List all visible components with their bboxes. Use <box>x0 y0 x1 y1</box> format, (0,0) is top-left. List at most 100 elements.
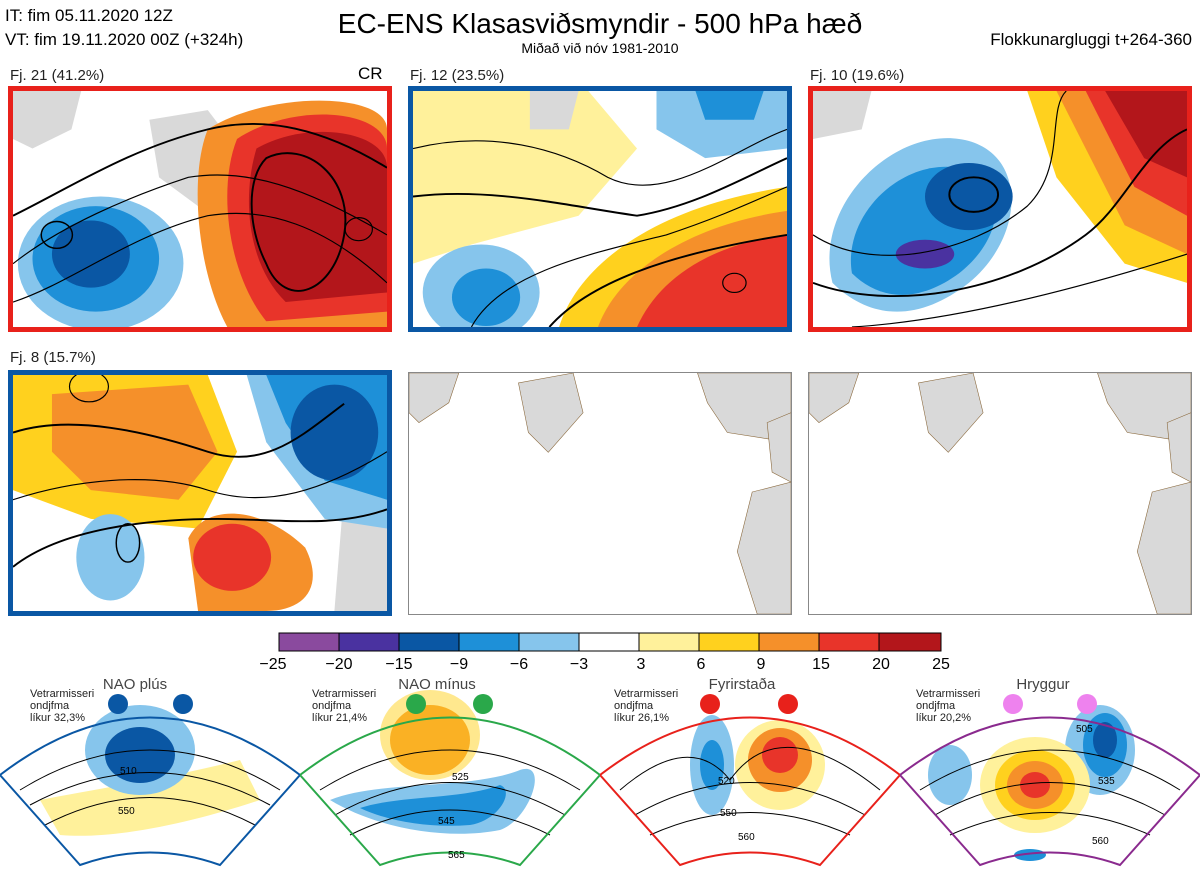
height-contour <box>319 749 581 791</box>
anomaly-negative <box>105 727 175 783</box>
anomaly-negative <box>290 384 379 481</box>
anomaly-positive <box>248 131 387 303</box>
height-contour <box>634 782 866 816</box>
colorbar-tick-label: −9 <box>449 656 469 673</box>
land-shape <box>736 481 791 614</box>
colorbar-swatch <box>758 632 820 652</box>
classification-window: Flokkunargluggi t+264-360 <box>990 30 1192 49</box>
regime-dot <box>778 694 798 714</box>
land-shape <box>766 412 791 483</box>
anomaly-negative <box>451 268 521 327</box>
contour-label: 545 <box>438 816 455 827</box>
colorbar-tick-label: 6 <box>696 656 706 673</box>
contour-label: 505 <box>1076 724 1093 735</box>
height-contour <box>334 782 566 816</box>
anomaly-negative <box>1093 722 1117 758</box>
contour-label: 525 <box>452 772 469 783</box>
height-contour <box>948 176 1000 213</box>
regime-note-line: Vetrarmisseri <box>916 688 981 700</box>
regime-dot <box>1003 694 1023 714</box>
colorbar-tick-label: −20 <box>325 656 353 673</box>
land-shape <box>813 91 872 139</box>
colorbar-swatch <box>638 632 700 652</box>
height-contour <box>919 749 1181 791</box>
regime-map-nao-plus: 510 550 <box>0 694 300 867</box>
regime-map-blocking: 520 550 560 <box>600 694 900 867</box>
initial-time: IT: fim 05.11.2020 12Z <box>5 6 173 25</box>
height-contour <box>619 747 881 791</box>
height-contour <box>344 217 373 242</box>
colorbar-swatch <box>698 632 760 652</box>
colorbar-tick-label: 9 <box>756 656 766 673</box>
regime-note-line: ondjfma <box>312 700 352 712</box>
regime-fan-outline <box>300 716 600 867</box>
regime-dot <box>473 694 493 714</box>
regime-note-nao-plus: Vetrarmisseri ondjfma líkur 32,3% <box>30 688 94 724</box>
land-shape <box>1136 481 1191 614</box>
cluster-map-4 <box>8 370 392 616</box>
base-map-6 <box>809 373 1191 614</box>
regime-map-ridge: 505 535 560 <box>900 694 1200 867</box>
land-shape <box>918 373 984 453</box>
regime-dot <box>1077 694 1097 714</box>
height-contour <box>649 812 851 836</box>
anomaly-positive <box>413 91 638 264</box>
regime-note-line: ondjfma <box>30 700 70 712</box>
colorbar <box>278 632 942 652</box>
valid-time: VT: fim 19.11.2020 00Z (+324h) <box>5 30 244 49</box>
colorbar-tick-label: 3 <box>636 656 646 673</box>
colorbar-tick-label: −3 <box>569 656 589 673</box>
regime-title-blocking: Fyrirstaða <box>708 676 776 693</box>
anomaly-positive <box>762 737 798 773</box>
regime-note-line: ondjfma <box>614 700 654 712</box>
colorbar-swatch <box>278 632 340 652</box>
anomaly-negative <box>695 91 764 120</box>
height-contour <box>115 522 141 563</box>
height-contour <box>813 128 1187 297</box>
colorbar-swatch <box>818 632 880 652</box>
regime-note-line: líkur 26,1% <box>614 712 670 724</box>
height-contour <box>470 186 787 327</box>
regime-note-line: Vetrarmisseri <box>312 688 377 700</box>
anomaly-map-3 <box>813 91 1187 327</box>
colorbar-tick-label: 20 <box>872 656 890 673</box>
anomaly-negative <box>76 514 145 601</box>
colorbar-tick-label: −15 <box>385 656 413 673</box>
contour-label: 550 <box>720 808 737 819</box>
regime-title-nao-plus: NAO plús <box>102 676 168 693</box>
colorbar-tick-label: 25 <box>932 656 950 673</box>
land-shape <box>409 373 460 423</box>
height-contour <box>813 91 1067 256</box>
height-contour <box>40 220 74 250</box>
panel-4-label: Fj. 8 (15.7%) <box>10 349 96 366</box>
contour-label: 565 <box>448 850 465 861</box>
anomaly-positive <box>1105 91 1187 178</box>
regime-note-line: líkur 20,2% <box>916 712 972 724</box>
colorbar-tick-label: −25 <box>259 656 287 673</box>
colorbar-swatch <box>338 632 400 652</box>
anomaly-negative <box>700 740 724 790</box>
anomaly-map-1 <box>13 91 387 327</box>
cluster-map-1 <box>8 86 392 332</box>
height-contour <box>722 272 747 294</box>
contour-label: 535 <box>1098 776 1115 787</box>
colorbar-tick-label: −6 <box>509 656 529 673</box>
header-info: IT: fim 05.11.2020 12Z VT: fim 19.11.202… <box>5 4 243 52</box>
regime-dot <box>173 694 193 714</box>
regime-note-line: líkur 32,3% <box>30 712 86 724</box>
anomaly-negative <box>895 239 955 269</box>
height-contour <box>13 212 387 303</box>
regime-fan-outline <box>0 716 300 867</box>
regime-title-nao-minus: NAO mínus <box>398 676 476 693</box>
land-shape <box>518 373 584 453</box>
height-contour <box>934 782 1166 816</box>
anomaly-negative <box>928 745 972 805</box>
anomaly-positive <box>637 234 787 327</box>
empty-map-6 <box>808 372 1192 615</box>
anomaly-positive <box>193 523 272 591</box>
colorbar-swatch <box>878 632 942 652</box>
anomaly-positive <box>380 690 480 780</box>
colorbar-swatch <box>458 632 520 652</box>
regime-note-line: Vetrarmisseri <box>614 688 679 700</box>
anomaly-positive <box>51 384 218 500</box>
